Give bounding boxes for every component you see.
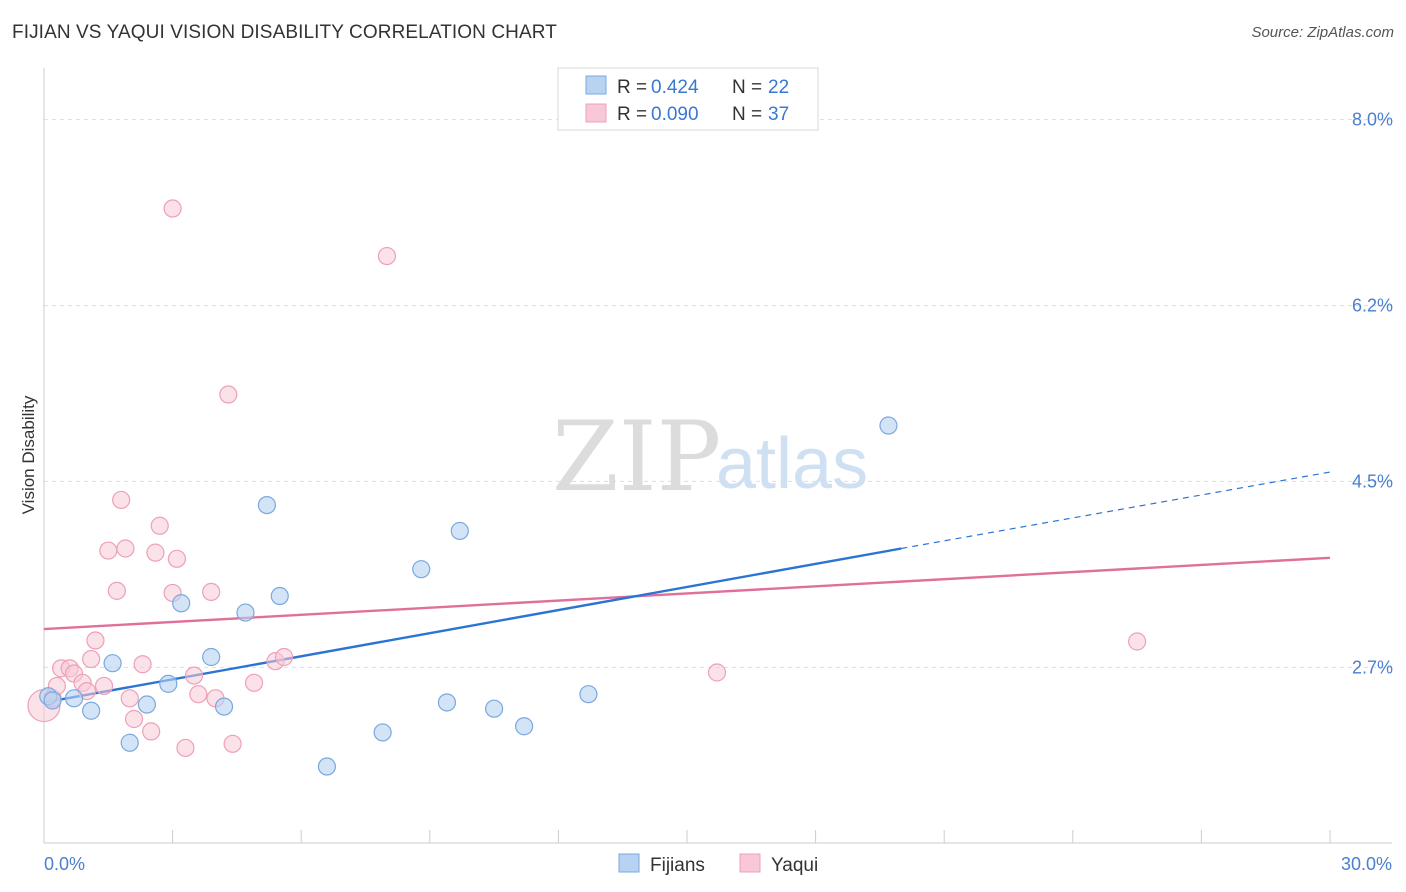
point-yaqui (274, 647, 294, 667)
point-yaqui (86, 631, 105, 650)
point-yaqui (94, 676, 114, 696)
point-yaqui (146, 543, 165, 562)
point-yaqui (189, 685, 208, 704)
point-yaqui (202, 582, 221, 602)
point-fijians (64, 689, 84, 708)
point-fijians (317, 757, 337, 776)
axis-layer: 2.7% 4.5% 6.2% 8.0% 0.0% 30.0% (43, 68, 1393, 874)
point-fijians (412, 560, 431, 579)
point-fijians (172, 594, 191, 613)
point-fijians (202, 647, 221, 667)
grid-layer (44, 119, 1392, 668)
series-legend-label-fijians: Fijians (650, 855, 705, 876)
legend-r-label-fijians: R = (617, 77, 647, 98)
point-fijians (450, 521, 469, 541)
point-yaqui (99, 541, 118, 560)
legend-n-label-fijians: N = (732, 77, 762, 98)
legend-n-value-fijians: 22 (768, 77, 789, 98)
point-yaqui (167, 549, 186, 568)
point-fijians (257, 496, 277, 515)
series-legend-swatch-yaqui (739, 853, 761, 873)
point-yaqui (223, 734, 242, 753)
point-fijians (137, 695, 156, 714)
point-fijians (270, 586, 289, 606)
legend-r-label-yaqui: R = (617, 104, 647, 125)
point-fijians (82, 701, 101, 720)
legend-n-label-yaqui: N = (732, 104, 762, 125)
stats-legend: R = 0.424 N = 22 R = 0.090 N = 37 (557, 67, 819, 131)
point-yaqui (107, 581, 126, 600)
point-yaqui (120, 689, 139, 708)
point-fijians (236, 603, 255, 622)
point-fijians (515, 717, 534, 736)
y-tick-label: 2.7% (1352, 657, 1393, 677)
watermark: ZIP atlas (552, 401, 868, 513)
legend-r-value-yaqui: 0.090 (651, 104, 699, 125)
series-legend: Fijians Yaqui (618, 853, 818, 876)
y-tick-label: 8.0% (1352, 110, 1393, 130)
point-yaqui (133, 655, 152, 674)
y-axis-label: Vision Disability (19, 395, 38, 514)
series-legend-label-yaqui: Yaqui (771, 855, 818, 876)
legend-r-value-fijians: 0.424 (651, 77, 699, 98)
legend-n-value-yaqui: 37 (768, 104, 789, 125)
point-yaqui (184, 666, 204, 685)
point-fijians (214, 697, 234, 716)
point-fijians (159, 674, 178, 693)
watermark-atlas: atlas (716, 424, 868, 504)
point-yaqui (176, 738, 195, 758)
points-layer (27, 199, 1147, 776)
chart-title: FIJIAN VS YAQUI VISION DISABILITY CORREL… (12, 22, 557, 43)
point-fijians (373, 723, 392, 742)
y-tick-label: 6.2% (1352, 296, 1393, 316)
point-fijians (120, 733, 139, 752)
x-tick-label: 30.0% (1341, 854, 1392, 874)
trendline-fijians-extension (901, 471, 1331, 550)
point-yaqui (707, 663, 727, 682)
point-yaqui (150, 516, 169, 535)
series-legend-swatch-fijians (618, 853, 640, 873)
point-yaqui (377, 246, 397, 266)
point-yaqui (1127, 632, 1147, 651)
y-tick-label: 4.5% (1352, 471, 1393, 491)
x-tick-label: 0.0% (44, 854, 85, 874)
point-yaqui (142, 722, 161, 741)
point-yaqui (124, 709, 144, 729)
point-fijians (485, 699, 504, 718)
point-yaqui (112, 490, 131, 510)
point-fijians (437, 693, 457, 712)
point-yaqui (82, 649, 101, 669)
point-fijians (103, 654, 122, 673)
point-fijians (43, 691, 62, 710)
point-yaqui (244, 673, 264, 692)
trendline-yaqui (43, 556, 1331, 631)
point-yaqui (219, 385, 238, 404)
watermark-zip: ZIP (552, 401, 721, 513)
point-fijians (879, 416, 898, 435)
point-fijians (579, 685, 598, 704)
point-yaqui (163, 199, 182, 218)
legend-swatch-fijians (585, 75, 607, 95)
point-yaqui (116, 539, 135, 558)
legend-swatch-yaqui (585, 103, 607, 123)
source-label: Source: ZipAtlas.com (1251, 24, 1394, 41)
